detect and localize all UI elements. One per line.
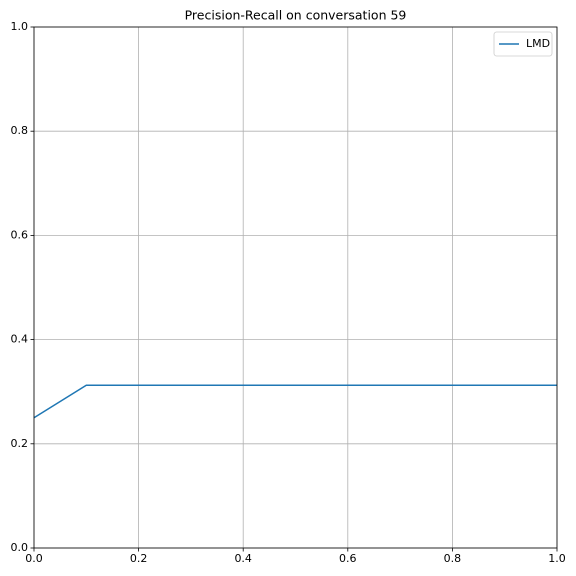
y-tick-label: 0.4 xyxy=(11,333,29,346)
x-tick-label: 0.2 xyxy=(130,552,148,565)
y-tick-label: 1.0 xyxy=(11,20,29,33)
x-tick-label: 0.0 xyxy=(25,552,43,565)
y-tick-label: 0.0 xyxy=(11,541,29,554)
line-series xyxy=(33,384,557,419)
y-tick-label: 0.6 xyxy=(11,228,29,241)
legend-box xyxy=(493,31,553,57)
chart-title: Precision-Recall on conversation 59 xyxy=(185,8,407,23)
legend-label: LMD xyxy=(526,37,550,50)
y-tick-label: 0.2 xyxy=(11,437,29,450)
x-tick-label: 0.6 xyxy=(339,552,357,565)
x-tick-label: 0.4 xyxy=(234,552,252,565)
x-tick-label: 0.8 xyxy=(444,552,462,565)
y-tick-label: 0.8 xyxy=(11,124,29,137)
x-tick-label: 1.0 xyxy=(548,552,566,565)
plot-frame xyxy=(33,26,558,549)
